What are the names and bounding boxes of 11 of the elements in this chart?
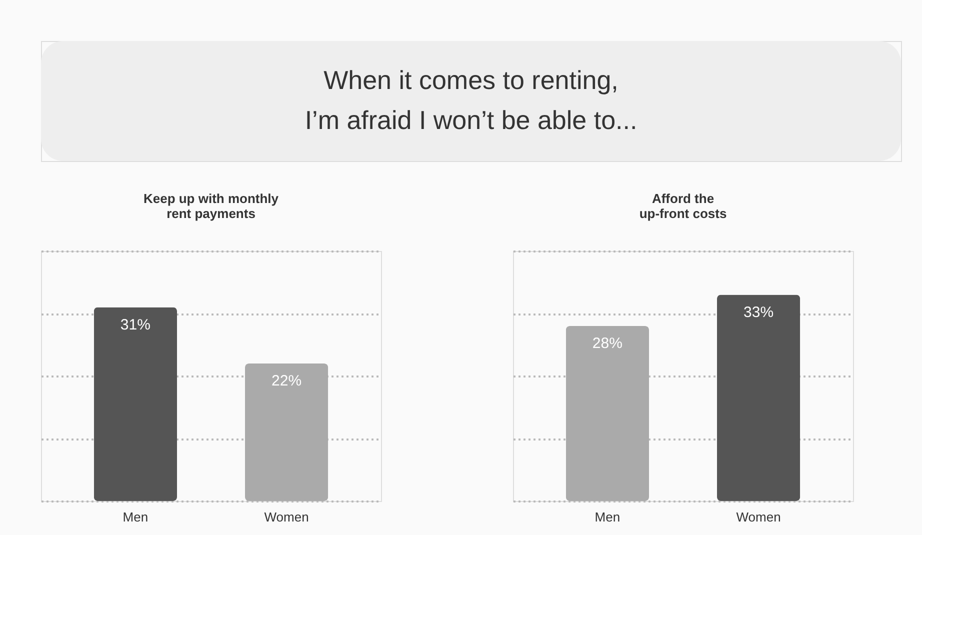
chart-title: Keep up with monthly rent payments [143,191,280,221]
data-label: 28% [592,335,622,352]
x-tick-label: Men [122,510,148,524]
x-tick-label: Women [736,510,781,524]
chart-title: Afford the up-front costs [639,191,727,221]
data-label: 22% [272,372,302,390]
data-label: 33% [744,304,774,321]
x-tick-label: Men [594,510,620,524]
x-tick-label: Women [264,510,309,524]
data-label: 31% [120,316,150,334]
text: When it comes to renting, I’m afraid I won’t be able to... [304,65,638,135]
